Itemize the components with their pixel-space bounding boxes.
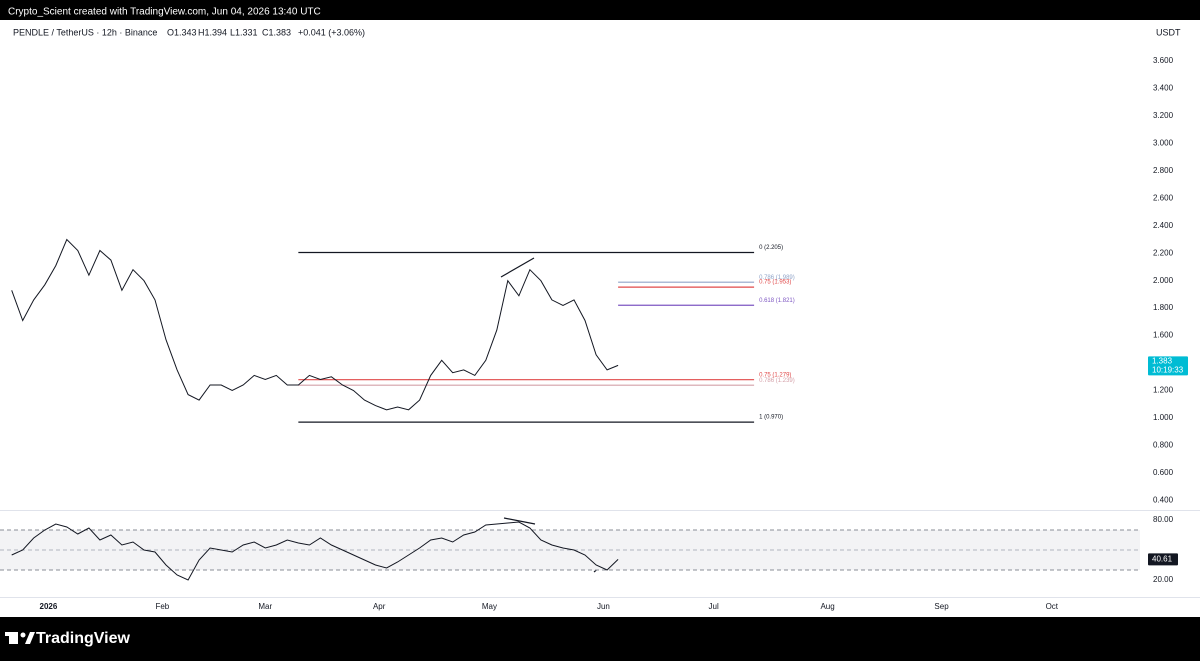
fib-label: 0.786 (1.239) bbox=[759, 378, 795, 384]
x-tick-label: Apr bbox=[373, 602, 386, 611]
fib-label: 0 (2.205) bbox=[759, 245, 783, 251]
x-tick-label: Mar bbox=[258, 602, 272, 611]
y-tick-label: 80.00 bbox=[1153, 515, 1174, 524]
logo-mark bbox=[25, 632, 35, 644]
y-tick-label: 1.600 bbox=[1153, 331, 1174, 340]
high: H1.394 bbox=[198, 27, 227, 37]
y-tick-label: 0.400 bbox=[1153, 495, 1174, 504]
x-tick-label: Feb bbox=[155, 602, 169, 611]
price-line bbox=[11, 238, 619, 411]
y-tick-label: 2.000 bbox=[1153, 276, 1174, 285]
close: C1.383 bbox=[262, 27, 291, 37]
change: +0.041 (+3.06%) bbox=[298, 27, 365, 37]
low: L1.331 bbox=[230, 27, 258, 37]
x-tick-label: Aug bbox=[820, 602, 834, 611]
y-tick-label: 20.00 bbox=[1153, 575, 1174, 584]
price-line bbox=[11, 521, 619, 581]
unit: USDT bbox=[1156, 27, 1181, 37]
credit: Crypto_Scient created with TradingView.c… bbox=[8, 7, 321, 18]
x-tick-label: Jul bbox=[709, 602, 719, 611]
y-tick-label: 1.200 bbox=[1153, 386, 1174, 395]
y-tick-label: 3.000 bbox=[1153, 138, 1174, 147]
x-tick-label: Sep bbox=[934, 602, 949, 611]
y-tick-label: 0.800 bbox=[1153, 441, 1174, 450]
y-tick-label: 2.200 bbox=[1153, 248, 1174, 257]
last-value-box bbox=[1148, 553, 1178, 566]
y-tick-label: 3.400 bbox=[1153, 84, 1174, 93]
chart-panel bbox=[0, 20, 1200, 617]
fib-label: 0.618 (1.821) bbox=[759, 298, 795, 304]
fib-label: 0.786 (1.989) bbox=[759, 275, 795, 281]
y-tick-label: 2.800 bbox=[1153, 166, 1174, 175]
symbol: PENDLE / TetherUS · 12h · Binance bbox=[13, 27, 157, 37]
fib-label: 1 (0.970) bbox=[759, 415, 783, 421]
y-tick-label: 3.600 bbox=[1153, 56, 1174, 65]
logo-mark bbox=[20, 632, 26, 638]
countdown: 10:19:33 bbox=[1152, 366, 1184, 375]
fib-label: 0.75 (1.953) bbox=[759, 280, 791, 286]
y-tick-label: 1.800 bbox=[1153, 303, 1174, 312]
y-tick-label: 0.600 bbox=[1153, 468, 1174, 477]
last-price-box bbox=[1148, 356, 1188, 376]
x-tick-label: Jun bbox=[597, 602, 610, 611]
logo: TradingView bbox=[5, 630, 131, 647]
y-tick-label: 2.600 bbox=[1153, 193, 1174, 202]
logo-mark bbox=[5, 632, 15, 636]
y-tick-label: 3.200 bbox=[1153, 111, 1174, 120]
brand: TradingView bbox=[36, 630, 131, 647]
trend-line bbox=[500, 257, 535, 278]
last-price: 1.383 bbox=[1152, 357, 1173, 366]
last-value: 40.61 bbox=[1152, 554, 1173, 563]
fib-label: 0.75 (1.279) bbox=[759, 372, 791, 378]
x-tick-label: May bbox=[482, 602, 497, 611]
y-tick-label: 1.000 bbox=[1153, 413, 1174, 422]
trend-line bbox=[503, 517, 536, 525]
y-tick-label: 2.400 bbox=[1153, 221, 1174, 230]
x-tick-label: 2026 bbox=[40, 602, 58, 611]
logo-mark bbox=[9, 632, 18, 644]
x-tick-label: Oct bbox=[1046, 602, 1059, 611]
open: O1.343 bbox=[167, 27, 197, 37]
symbol-legend: PENDLE / TetherUS · 12h · Binance O1.343… bbox=[13, 27, 365, 37]
